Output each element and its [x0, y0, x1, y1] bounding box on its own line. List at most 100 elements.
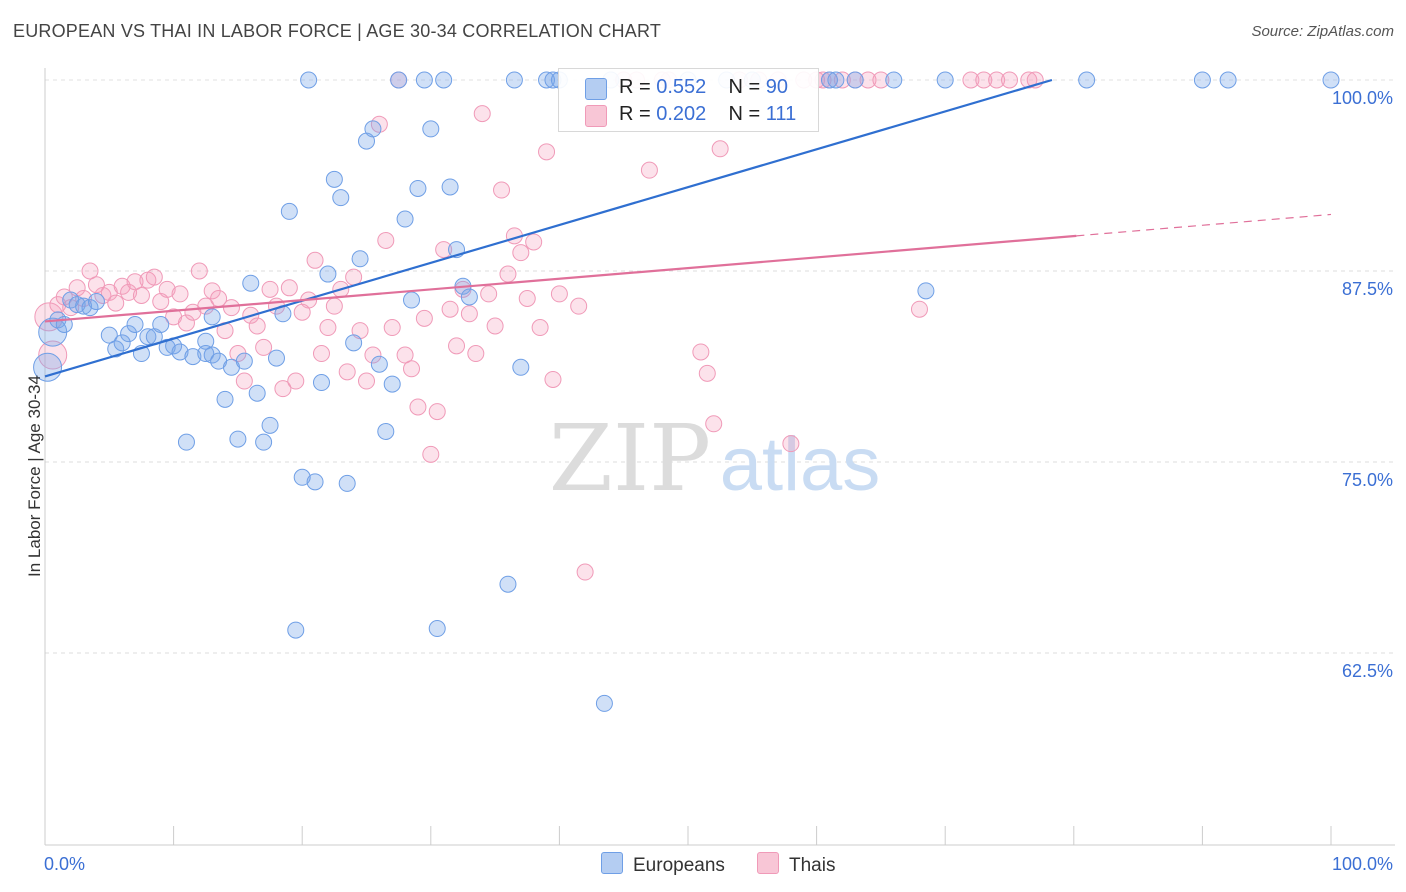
axes [44, 68, 1395, 846]
thai-point [345, 268, 363, 286]
thai-point [441, 300, 459, 318]
x-tick-label: 100.0% [1332, 854, 1393, 874]
european-point [68, 296, 86, 314]
thai-point [428, 403, 446, 421]
european-point [332, 189, 350, 207]
thai-point [383, 319, 401, 337]
european-point [364, 120, 382, 138]
thai-point [480, 285, 498, 303]
european-point [505, 71, 523, 89]
european-point [139, 328, 157, 346]
n-label: N = [728, 76, 761, 98]
european-point [113, 334, 131, 352]
european-point [255, 433, 273, 451]
thai-point [177, 314, 195, 332]
r-label: R = [619, 76, 651, 98]
european-point [100, 326, 118, 344]
european-point [936, 71, 954, 89]
thai-point [467, 345, 485, 363]
thai-point [692, 343, 710, 361]
thai-point [782, 435, 800, 453]
european-point [370, 355, 388, 373]
thai-point [512, 244, 530, 262]
european-point [415, 71, 433, 89]
r-label: R = [619, 103, 651, 125]
european-point [280, 202, 298, 220]
european-point [152, 315, 170, 333]
thai-point [962, 71, 980, 89]
european-point [197, 345, 215, 363]
thai-point [87, 276, 105, 294]
european-point [306, 473, 324, 491]
series-thais [34, 71, 1044, 581]
european-point [203, 308, 221, 326]
european-point [177, 433, 195, 451]
european-point [595, 694, 613, 712]
thai-point [377, 231, 395, 249]
thai-point [145, 268, 163, 286]
thai-point [81, 262, 99, 280]
chart-title: EUROPEAN VS THAI IN LABOR FORCE | AGE 30… [13, 21, 662, 41]
thai-point [460, 305, 478, 323]
europeans-legend-swatch [601, 852, 623, 874]
european-point [203, 346, 221, 364]
european-point [184, 348, 202, 366]
thai-point [190, 262, 208, 280]
european-point [229, 430, 247, 448]
thais-trend-extension [1076, 213, 1332, 237]
thai-point [325, 297, 343, 315]
european-point [512, 358, 530, 376]
thai-point [222, 299, 240, 317]
thai-point [338, 363, 356, 381]
european-point [216, 390, 234, 408]
european-point [287, 621, 305, 639]
n-label: N = [728, 103, 761, 125]
x-tick-label: 0.0% [44, 854, 85, 874]
bottom-legend-europeans: Europeans [601, 852, 725, 877]
thai-point [364, 346, 382, 364]
european-point [81, 299, 99, 317]
thai-point [910, 300, 928, 318]
european-point [885, 71, 903, 89]
thai-point [493, 181, 511, 199]
europeans-trend-line [44, 78, 1053, 378]
thai-point [448, 337, 466, 355]
european-point [383, 375, 401, 393]
thai-point [261, 280, 279, 298]
thai-point [518, 290, 536, 308]
thai-point [570, 297, 588, 315]
thai-point [550, 285, 568, 303]
thais-legend-swatch [757, 852, 779, 874]
thai-point [576, 563, 594, 581]
european-point [435, 71, 453, 89]
watermark: ZIP atlas [549, 405, 880, 512]
series-europeans [33, 71, 1340, 712]
european-point [126, 315, 144, 333]
thai-point [473, 105, 491, 123]
stats-legend: R = 0.552 N = 90 R = 0.202 N = 111 [558, 68, 819, 132]
thai-point [132, 286, 150, 304]
european-point [300, 71, 318, 89]
europeans-r-value: 0.552 [656, 76, 707, 98]
thai-point [38, 340, 68, 370]
european-point [75, 297, 93, 315]
european-point [345, 334, 363, 352]
thais-legend-label: Thais [789, 855, 836, 876]
thai-point [422, 445, 440, 463]
european-point [1322, 71, 1340, 89]
european-point [197, 332, 215, 350]
y-tick-label: 62.5% [1342, 661, 1393, 681]
european-point [441, 178, 459, 196]
thai-point [705, 415, 723, 433]
european-point [390, 71, 408, 89]
european-point [171, 343, 189, 361]
european-point [1078, 71, 1096, 89]
y-tick-label: 100.0% [1332, 88, 1393, 108]
thai-point [531, 319, 549, 337]
watermark-atlas: atlas [720, 422, 881, 507]
european-point [351, 250, 369, 268]
european-point [319, 265, 337, 283]
thai-point [1020, 71, 1038, 89]
thai-point [280, 279, 298, 297]
thai-point [403, 360, 421, 378]
